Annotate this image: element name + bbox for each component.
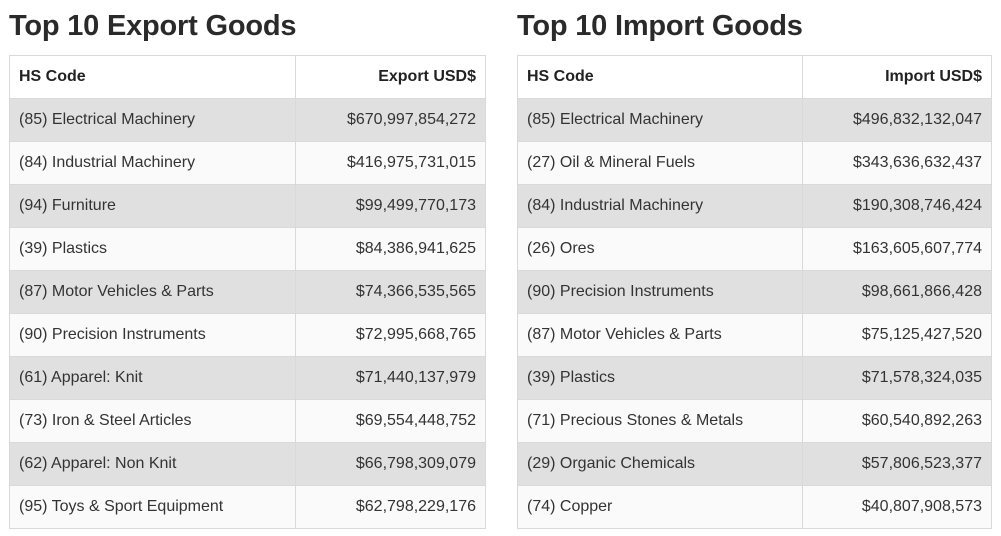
- export-hs-code-cell: (62) Apparel: Non Knit: [9, 442, 296, 486]
- export-table-row: (73) Iron & Steel Articles $69,554,448,75…: [9, 399, 486, 443]
- import-table-row: (90) Precision Instruments $98,661,866,42…: [517, 270, 992, 314]
- import-table-row: (87) Motor Vehicles & Parts $75,125,427,5…: [517, 313, 992, 357]
- import-hs-code-cell: (27) Oil & Mineral Fuels: [517, 141, 803, 185]
- import-usd-value-cell: $60,540,892,263: [802, 399, 992, 443]
- import-hs-code-cell: (84) Industrial Machinery: [517, 184, 803, 228]
- import-table-row: (74) Copper $40,807,908,573: [517, 485, 992, 529]
- export-hs-code-cell: (73) Iron & Steel Articles: [9, 399, 296, 443]
- export-usd-value-cell: $71,440,137,979: [295, 356, 486, 400]
- import-table-row: (71) Precious Stones & Metals $60,540,892…: [517, 399, 992, 443]
- export-table-row: (85) Electrical Machinery $670,997,854,27…: [9, 98, 486, 142]
- export-hs-code-cell: (85) Electrical Machinery: [9, 98, 296, 142]
- export-usd-value-cell: $72,995,668,765: [295, 313, 486, 357]
- import-hs-code-cell: (87) Motor Vehicles & Parts: [517, 313, 803, 357]
- export-table-row: (94) Furniture $99,499,770,173: [9, 184, 486, 228]
- export-goods-panel: Top 10 Export Goods HS Code Export USD$ …: [9, 0, 486, 529]
- import-table-row: (85) Electrical Machinery $496,832,132,04…: [517, 98, 992, 142]
- export-hs-code-cell: (95) Toys & Sport Equipment: [9, 485, 296, 529]
- import-goods-panel: Top 10 Import Goods HS Code Import USD$ …: [517, 0, 992, 529]
- export-goods-table: HS Code Export USD$ (85) Electrical Mach…: [9, 55, 486, 529]
- import-hs-code-cell: (26) Ores: [517, 227, 803, 271]
- export-hs-code-cell: (84) Industrial Machinery: [9, 141, 296, 185]
- import-table-row: (29) Organic Chemicals $57,806,523,377: [517, 442, 992, 486]
- import-usd-value-cell: $75,125,427,520: [802, 313, 992, 357]
- import-usd-value-cell: $163,605,607,774: [802, 227, 992, 271]
- import-goods-title: Top 10 Import Goods: [517, 10, 803, 42]
- export-table-row: (61) Apparel: Knit $71,440,137,979: [9, 356, 486, 400]
- export-table-row: (62) Apparel: Non Knit $66,798,309,079: [9, 442, 486, 486]
- export-usd-value-cell: $69,554,448,752: [295, 399, 486, 443]
- import-usd-header: Import USD$: [802, 55, 992, 99]
- import-hs-code-cell: (74) Copper: [517, 485, 803, 529]
- import-hs-code-header: HS Code: [517, 55, 803, 99]
- import-hs-code-cell: (39) Plastics: [517, 356, 803, 400]
- export-usd-value-cell: $66,798,309,079: [295, 442, 486, 486]
- import-header-row: HS Code Import USD$: [517, 55, 992, 99]
- import-table-row: (84) Industrial Machinery $190,308,746,42…: [517, 184, 992, 228]
- import-usd-value-cell: $57,806,523,377: [802, 442, 992, 486]
- import-usd-value-cell: $98,661,866,428: [802, 270, 992, 314]
- import-hs-code-cell: (71) Precious Stones & Metals: [517, 399, 803, 443]
- export-hs-code-cell: (87) Motor Vehicles & Parts: [9, 270, 296, 314]
- export-hs-code-cell: (39) Plastics: [9, 227, 296, 271]
- export-usd-header: Export USD$: [295, 55, 486, 99]
- import-table-row: (26) Ores $163,605,607,774: [517, 227, 992, 271]
- import-hs-code-cell: (29) Organic Chemicals: [517, 442, 803, 486]
- export-table-row: (87) Motor Vehicles & Parts $74,366,535,5…: [9, 270, 486, 314]
- export-hs-code-header: HS Code: [9, 55, 296, 99]
- export-usd-value-cell: $84,386,941,625: [295, 227, 486, 271]
- export-goods-title: Top 10 Export Goods: [9, 10, 297, 42]
- export-usd-value-cell: $74,366,535,565: [295, 270, 486, 314]
- export-hs-code-cell: (94) Furniture: [9, 184, 296, 228]
- export-usd-value-cell: $670,997,854,272: [295, 98, 486, 142]
- import-usd-value-cell: $71,578,324,035: [802, 356, 992, 400]
- import-table-row: (39) Plastics $71,578,324,035: [517, 356, 992, 400]
- export-table-row: (39) Plastics $84,386,941,625: [9, 227, 486, 271]
- import-usd-value-cell: $343,636,632,437: [802, 141, 992, 185]
- import-usd-value-cell: $496,832,132,047: [802, 98, 992, 142]
- export-hs-code-cell: (90) Precision Instruments: [9, 313, 296, 357]
- import-usd-value-cell: $190,308,746,424: [802, 184, 992, 228]
- export-usd-value-cell: $99,499,770,173: [295, 184, 486, 228]
- export-table-row: (84) Industrial Machinery $416,975,731,01…: [9, 141, 486, 185]
- export-table-row: (95) Toys & Sport Equipment $62,798,229,1…: [9, 485, 486, 529]
- export-table-row: (90) Precision Instruments $72,995,668,76…: [9, 313, 486, 357]
- export-usd-value-cell: $62,798,229,176: [295, 485, 486, 529]
- export-usd-value-cell: $416,975,731,015: [295, 141, 486, 185]
- import-hs-code-cell: (85) Electrical Machinery: [517, 98, 803, 142]
- export-header-row: HS Code Export USD$: [9, 55, 486, 99]
- import-table-row: (27) Oil & Mineral Fuels $343,636,632,437: [517, 141, 992, 185]
- import-usd-value-cell: $40,807,908,573: [802, 485, 992, 529]
- import-hs-code-cell: (90) Precision Instruments: [517, 270, 803, 314]
- export-hs-code-cell: (61) Apparel: Knit: [9, 356, 296, 400]
- import-goods-table: HS Code Import USD$ (85) Electrical Mach…: [517, 55, 992, 529]
